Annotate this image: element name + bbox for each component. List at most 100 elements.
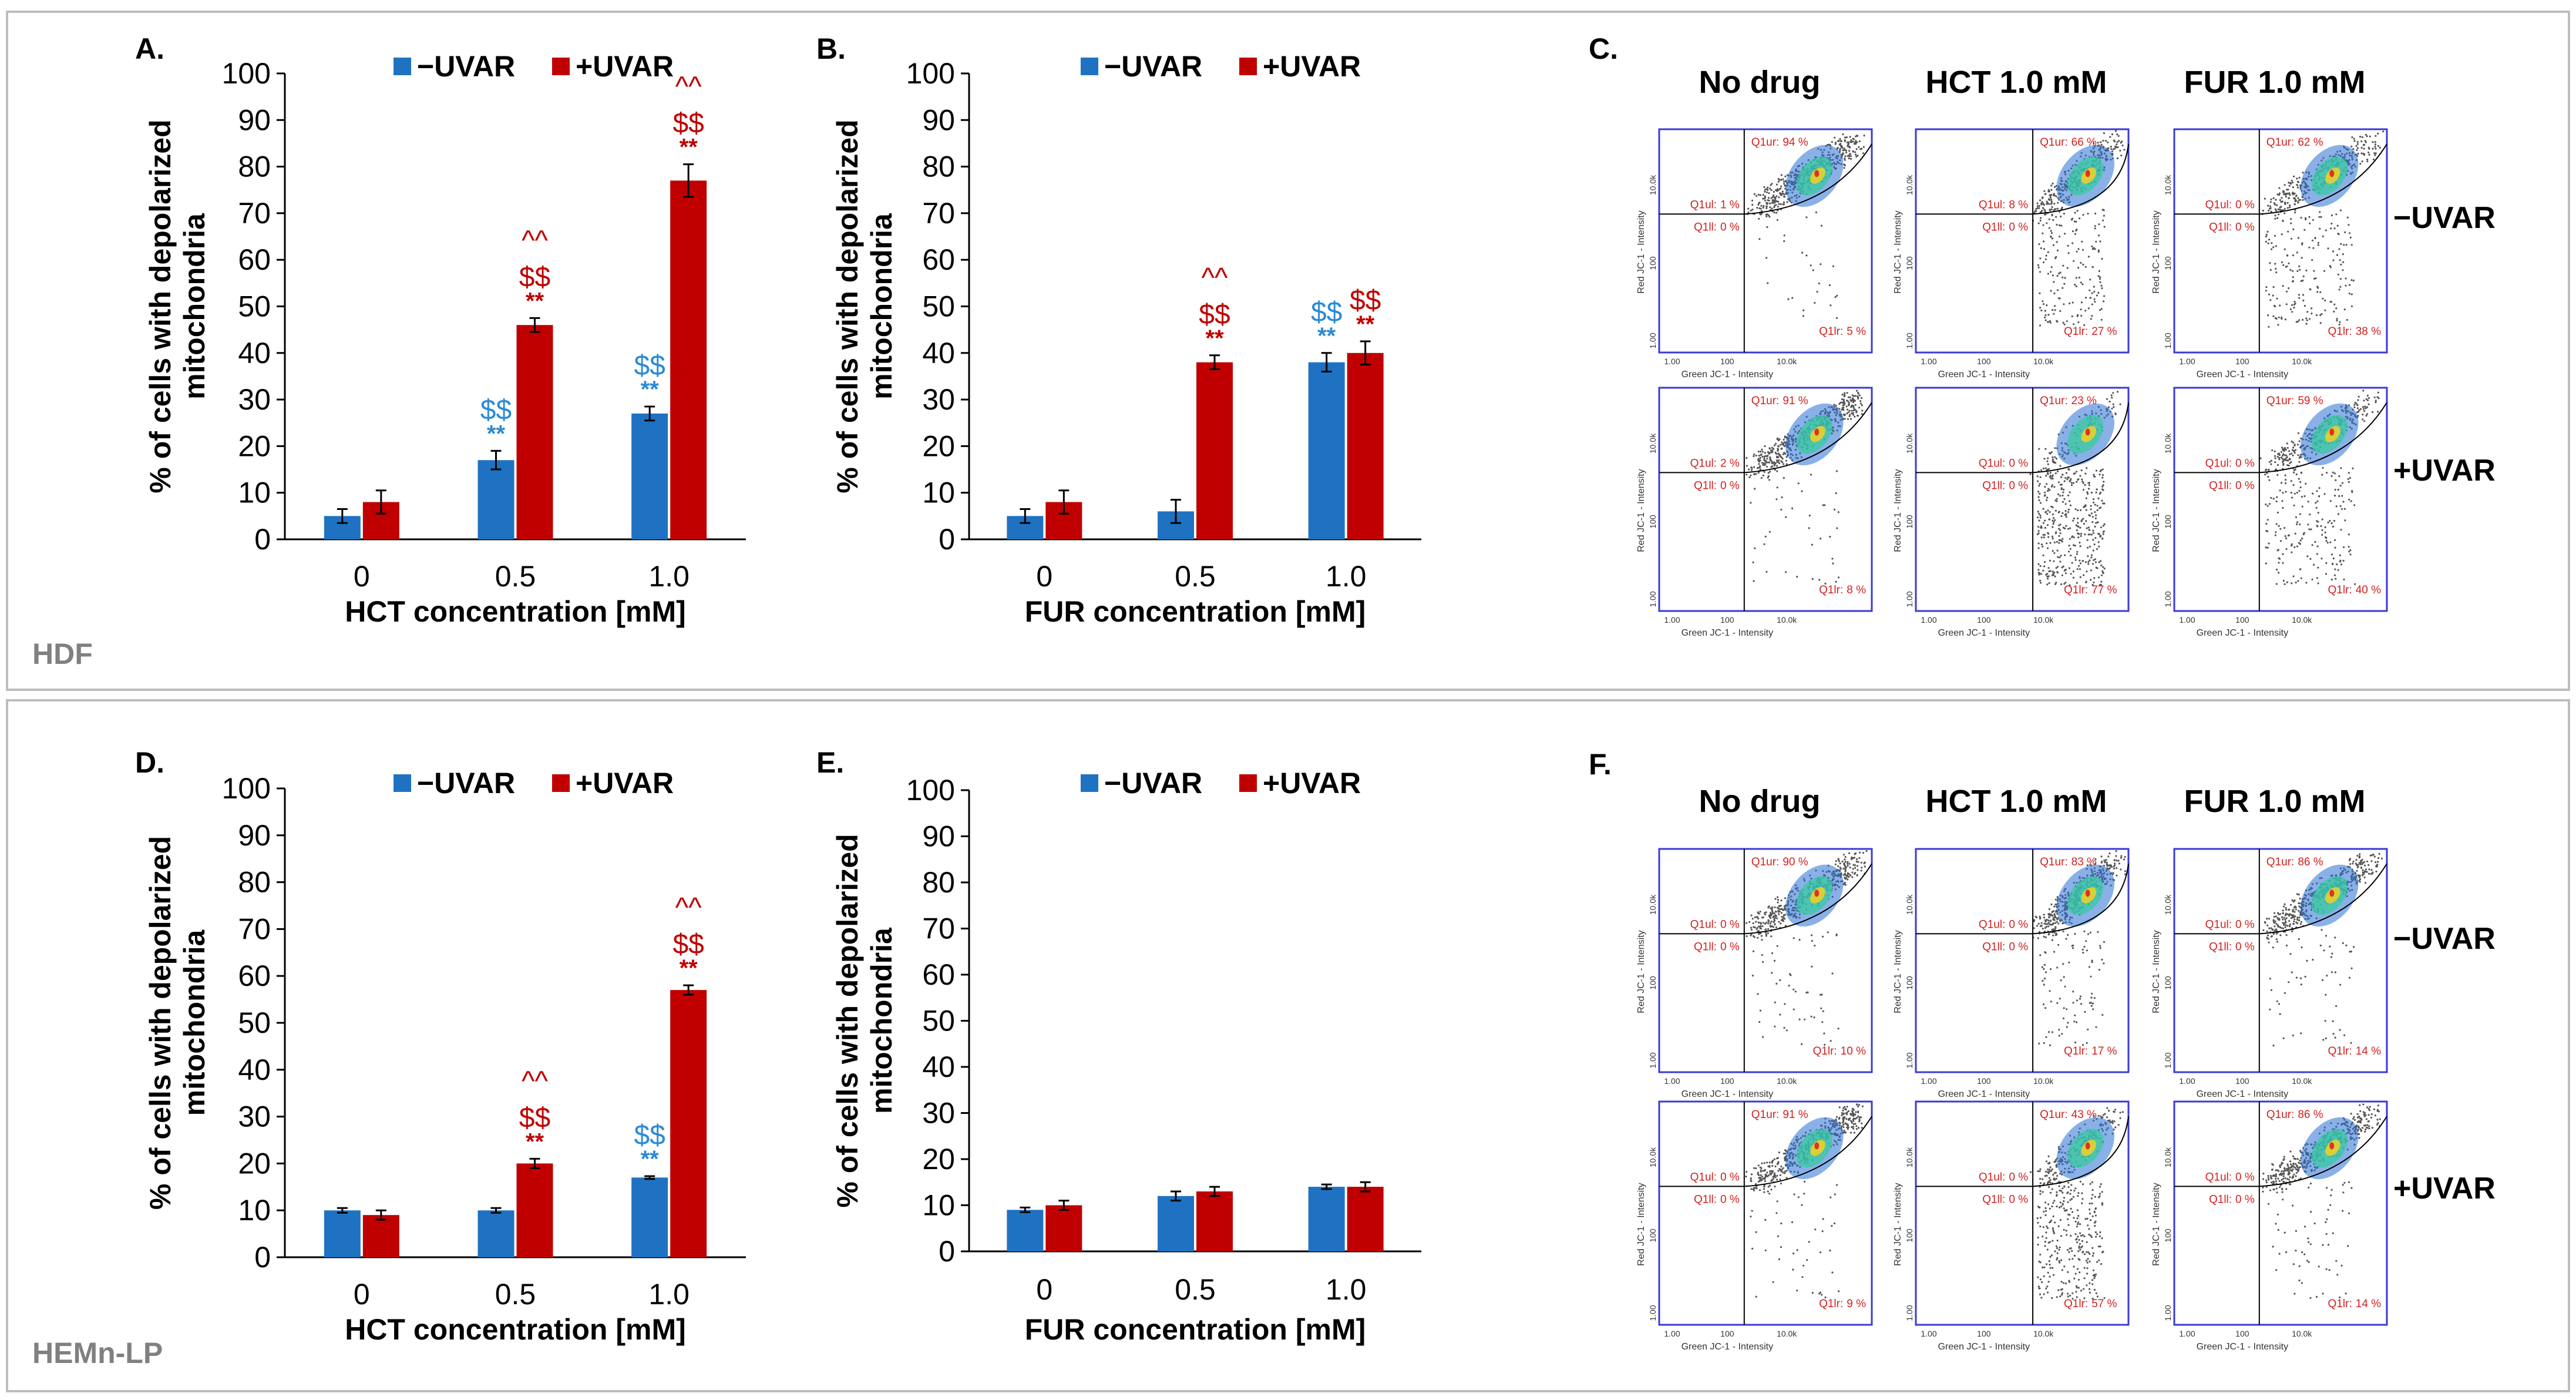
quadrant-value: 38 % [2356,325,2381,338]
flow-x-tick: 1.00 [2179,615,2195,625]
flow-event [1769,206,1771,209]
flow-event [1787,298,1790,300]
flow-event [2287,230,2289,233]
flow-event [2047,575,2050,578]
flow-event [2285,924,2287,926]
flow-event [2308,216,2311,218]
flow-event [2049,194,2051,196]
flow-event [2307,501,2309,503]
flow-event [1791,297,1794,299]
significance-mark: ** [1317,323,1336,349]
flow-event [1760,453,1763,455]
flow-event [2324,526,2326,529]
flow-event [2054,447,2056,449]
flow-event [1833,508,1836,511]
flow-event [2080,301,2083,304]
flow-event [1836,527,1838,529]
flow-event [2111,407,2113,409]
flow-event [2325,935,2328,937]
flow-event [2330,475,2333,477]
flow-event [2274,203,2276,206]
flow-event [2065,525,2067,527]
flow-event [1784,435,1787,438]
flow-event [2087,1028,2089,1030]
flow-event [2332,558,2335,560]
y-tick-label: 60 [922,958,955,991]
flow-event [2292,228,2295,230]
flow-event [1770,917,1772,919]
flow-event [1818,579,1821,581]
flow-event [1774,197,1777,200]
flow-event [2276,511,2279,514]
flow-event [2067,528,2069,530]
flow-event [2353,140,2356,142]
flow-event [1838,143,1841,146]
panel-letter: D. [135,746,164,779]
gate-curve [1744,143,1872,215]
flow-event [1752,561,1754,563]
flow-event [2299,513,2301,515]
y-axis-title-line1: % of cells with depolarized [831,834,864,1207]
flow-event [2076,550,2079,553]
flow-event [2361,136,2363,139]
flow-event [2285,459,2287,461]
flow-y-tick: 10.0k [1648,174,1657,195]
flow-event [2365,407,2367,409]
flow-event [1770,197,1773,199]
flow-event [2043,561,2046,563]
quadrant-label: Q1ul: 0 % [2205,199,2255,211]
quadrant-label: Q1ul: 0 % [1979,918,2028,931]
flow-event [2037,572,2040,574]
flow-row-label: −UVAR [2393,201,2496,235]
flow-event [2062,526,2064,529]
flow-event [2106,861,2108,864]
flow-event [2058,1035,2060,1037]
flow-event [2101,958,2103,961]
flow-event [2301,257,2303,259]
flow-event [1834,143,1837,145]
flow-event [2291,193,2293,195]
flow-event [2282,492,2284,494]
flow-event [1763,464,1765,466]
flow-event [1827,931,1829,934]
flow-event [2274,263,2276,265]
y-tick-label: 20 [238,429,271,462]
flow-event [2290,480,2292,482]
flow-event [2038,499,2040,502]
flow-event [1849,396,1851,399]
flow-event [2293,444,2296,446]
flow-event [2049,968,2052,971]
flow-row-label: −UVAR [2393,922,2496,956]
quadrant-name: Q1lr: [2064,325,2088,338]
flow-event [2322,235,2324,237]
flow-event [2123,858,2126,861]
quadrant-label: Q1ul: 0 % [1979,457,2028,469]
flow-event [2325,562,2328,565]
flow-event [2101,287,2103,290]
flow-event [2042,569,2044,572]
flow-event [2051,574,2053,576]
flow-event [2355,859,2358,861]
flow-event [2044,193,2046,195]
flow-event [2296,492,2298,494]
bar-minus-uvar [631,1177,668,1257]
flow-event [1862,146,1865,148]
flow-event [1808,514,1811,517]
flow-event [2062,538,2064,540]
y-tick-label: 50 [238,1006,271,1039]
flow-event [1855,156,1858,158]
flow-event [2312,219,2314,221]
flow-event [2266,934,2269,936]
flow-event [1763,458,1765,460]
flow-y-tick: 1.00 [2163,591,2173,607]
flow-event [2079,576,2081,579]
flow-x-tick: 100 [2235,615,2249,625]
flow-event [2282,264,2285,266]
flow-event [2062,565,2064,568]
flow-event [2282,553,2284,555]
flow-event [1783,234,1785,237]
flow-event [2295,194,2298,197]
flow-event [1848,852,1851,854]
flow-event [1830,1040,1832,1042]
flow-event [2291,179,2293,182]
